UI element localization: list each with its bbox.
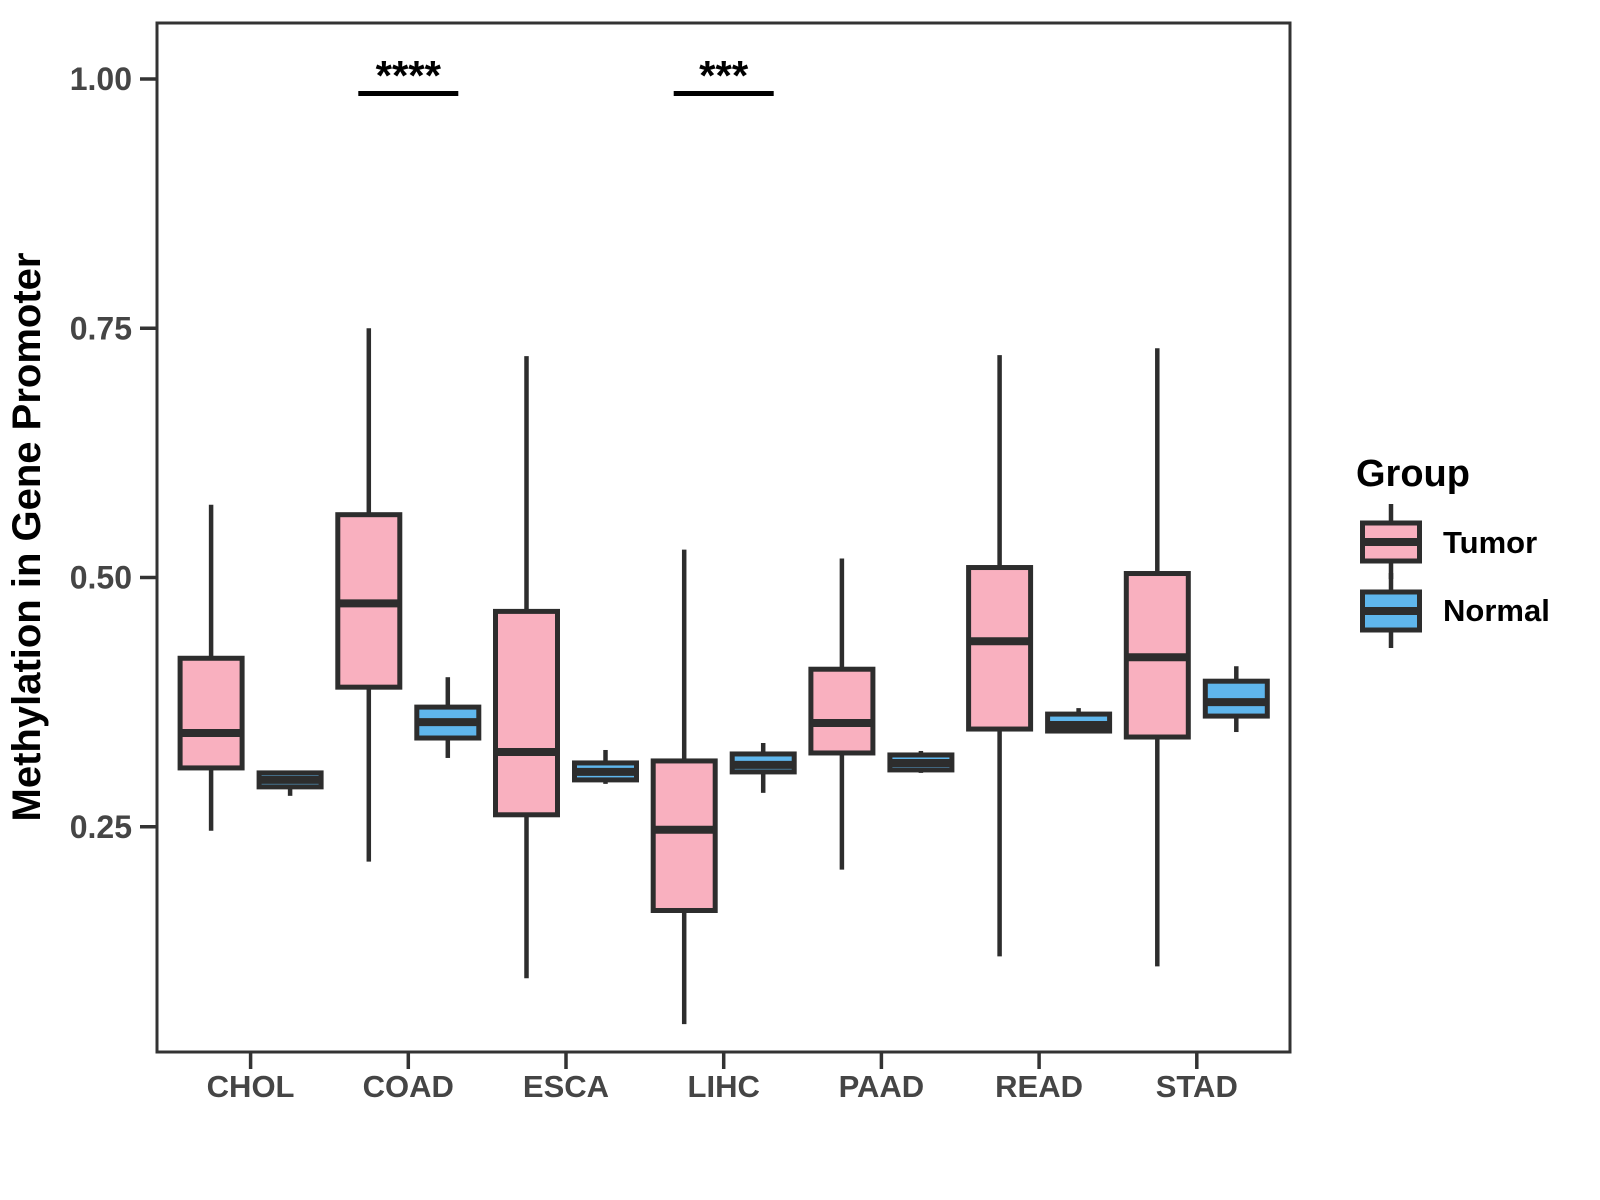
y-tick-label-0.50: 0.50 xyxy=(70,560,132,596)
boxplot-ESCA-tumor xyxy=(493,356,560,979)
panel-border xyxy=(155,21,1292,1054)
legend-title: Group xyxy=(1356,453,1470,495)
x-tick-label-ESCA: ESCA xyxy=(523,1069,609,1104)
y-tick-label-0.25: 0.25 xyxy=(70,809,132,845)
boxplot-READ-tumor xyxy=(966,355,1034,957)
boxplot-STAD-normal xyxy=(1202,666,1270,733)
y-axis-title: Methylation in Gene Promoter xyxy=(5,253,49,822)
boxplot-COAD-tumor xyxy=(335,328,403,862)
legend: Group Tumor Normal xyxy=(1356,453,1550,648)
x-tick-label-PAAD: PAAD xyxy=(839,1069,925,1104)
iqr-box xyxy=(808,666,876,756)
significance-stars: *** xyxy=(699,52,749,99)
significance-LIHC: *** xyxy=(673,52,774,99)
boxplot-CHOL-tumor xyxy=(177,504,245,831)
x-tick-label-COAD: COAD xyxy=(363,1069,454,1104)
iqr-box xyxy=(650,758,718,913)
boxplot-READ-normal xyxy=(1045,708,1113,734)
x-tick-label-CHOL: CHOL xyxy=(207,1069,295,1104)
y-tick-label-1.00: 1.00 xyxy=(70,61,132,97)
x-tick-label-READ: READ xyxy=(995,1069,1083,1104)
y-tick-label-0.75: 0.75 xyxy=(70,310,132,346)
iqr-box xyxy=(177,655,245,771)
boxplot-CHOL-normal xyxy=(256,770,324,796)
boxplot-PAAD-tumor xyxy=(808,558,876,870)
boxplot-ESCA-normal xyxy=(572,749,639,784)
legend-label-normal: Normal xyxy=(1443,593,1550,628)
plot-layer: 0.25 0.50 0.75 1.00 CHOL COAD ESCA LIHC PAAD READ… xyxy=(70,21,1292,1104)
x-tick-label-LIHC: LIHC xyxy=(688,1069,760,1104)
boxplot-COAD-normal xyxy=(414,677,482,758)
legend-label-tumor: Tumor xyxy=(1443,525,1537,560)
boxplot-PAAD-normal xyxy=(887,750,955,773)
significance-stars: **** xyxy=(376,52,442,99)
boxplot-LIHC-tumor xyxy=(650,549,718,1025)
boxplot-LIHC-normal xyxy=(729,743,797,793)
iqr-box xyxy=(493,608,560,818)
x-tick-label-STAD: STAD xyxy=(1156,1069,1238,1104)
boxplot-STAD-tumor xyxy=(1123,348,1191,967)
legend-item-normal: Normal xyxy=(1360,573,1550,648)
legend-item-tumor: Tumor xyxy=(1360,504,1537,579)
iqr-box xyxy=(966,565,1034,732)
significance-COAD: **** xyxy=(358,52,459,99)
